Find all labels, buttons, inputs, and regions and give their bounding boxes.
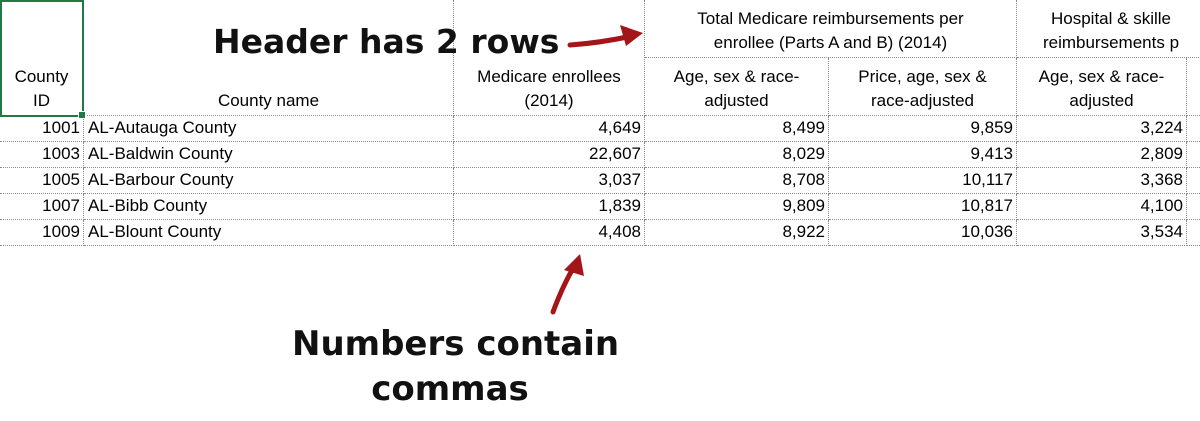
cell-enrollees[interactable]: 4,408 <box>454 220 645 246</box>
header-price-age-sex-race-adjusted[interactable]: Price, age, sex & race-adjusted <box>829 58 1017 116</box>
cell-county-id[interactable]: 1001 <box>0 116 84 142</box>
cell-price-adjusted[interactable]: 10,036 <box>829 220 1017 246</box>
cell-county-name[interactable]: AL-Autauga County <box>84 116 454 142</box>
cell-stub[interactable] <box>1187 168 1200 194</box>
header-group-hospital-reimbursements[interactable]: Hospital & skille reimbursements p <box>1017 0 1200 58</box>
header-g2s1-line1: Age, sex & race- <box>1038 67 1165 86</box>
header-medicare-enrollees[interactable]: Medicare enrollees (2014) <box>454 0 645 116</box>
cell-enrollees[interactable]: 3,037 <box>454 168 645 194</box>
header-group1-line2: enrollee (Parts A and B) (2014) <box>713 33 948 52</box>
header-enrollees-line2: (2014) <box>524 91 574 110</box>
cell-county-id[interactable]: 1005 <box>0 168 84 194</box>
header-group-total-reimbursements[interactable]: Total Medicare reimbursements per enroll… <box>645 0 1017 58</box>
header-g2s1-line2: adjusted <box>1069 91 1134 110</box>
cell-hospital-age-adjusted[interactable]: 4,100 <box>1017 194 1187 220</box>
cell-county-name[interactable]: AL-Baldwin County <box>84 142 454 168</box>
header-enrollees-line1: Medicare enrollees <box>477 67 621 86</box>
cell-price-adjusted[interactable]: 10,817 <box>829 194 1017 220</box>
cell-county-id[interactable]: 1009 <box>0 220 84 246</box>
cell-hospital-age-adjusted[interactable]: 3,224 <box>1017 116 1187 142</box>
header-group2-line2: reimbursements p <box>1042 33 1180 52</box>
header-county-name[interactable]: County name <box>84 0 454 116</box>
cell-county-id[interactable]: 1003 <box>0 142 84 168</box>
cell-price-adjusted[interactable]: 10,117 <box>829 168 1017 194</box>
header-county-id-line2: ID <box>33 91 50 110</box>
arrow-to-numbers-icon <box>550 254 584 315</box>
cell-county-name[interactable]: AL-Barbour County <box>84 168 454 194</box>
arrow-to-header-icon <box>567 25 643 48</box>
cell-county-id[interactable]: 1007 <box>0 194 84 220</box>
cell-hospital-age-adjusted[interactable]: 3,368 <box>1017 168 1187 194</box>
header-g1s2-line1: Price, age, sex & <box>858 67 987 86</box>
cell-stub[interactable] <box>1187 142 1200 168</box>
header-group1-line1: Total Medicare reimbursements per <box>697 9 964 28</box>
numbers-commas-annotation: Numbers contain commas <box>292 322 620 412</box>
header-g1s1-line2: adjusted <box>704 91 769 110</box>
cell-hospital-age-adjusted[interactable]: 3,534 <box>1017 220 1187 246</box>
cell-price-adjusted[interactable]: 9,859 <box>829 116 1017 142</box>
cell-age-adjusted[interactable]: 8,922 <box>645 220 829 246</box>
cell-county-name[interactable]: AL-Bibb County <box>84 194 454 220</box>
cell-enrollees[interactable]: 4,649 <box>454 116 645 142</box>
cell-enrollees[interactable]: 1,839 <box>454 194 645 220</box>
header-rows-annotation: Header has 2 rows <box>213 22 560 61</box>
cell-age-adjusted[interactable]: 8,499 <box>645 116 829 142</box>
cell-stub[interactable] <box>1187 220 1200 246</box>
cell-stub[interactable] <box>1187 194 1200 220</box>
header-hospital-age-sex-race-adjusted[interactable]: Age, sex & race- adjusted <box>1017 58 1187 116</box>
cell-age-adjusted[interactable]: 8,708 <box>645 168 829 194</box>
cell-age-adjusted[interactable]: 9,809 <box>645 194 829 220</box>
cell-county-name[interactable]: AL-Blount County <box>84 220 454 246</box>
cell-age-adjusted[interactable]: 8,029 <box>645 142 829 168</box>
numbers-annotation-line2: commas <box>371 369 529 409</box>
header-next-column-stub[interactable] <box>1187 58 1200 116</box>
header-group2-line1: Hospital & skille <box>1051 9 1171 28</box>
header-county-name-text: County name <box>217 91 320 110</box>
fill-handle[interactable] <box>78 111 86 119</box>
header-county-id-line1: County <box>14 67 69 86</box>
header-g1s1-line1: Age, sex & race- <box>673 67 800 86</box>
cell-price-adjusted[interactable]: 9,413 <box>829 142 1017 168</box>
header-g1s2-line2: race-adjusted <box>870 91 974 110</box>
cell-stub[interactable] <box>1187 116 1200 142</box>
cell-enrollees[interactable]: 22,607 <box>454 142 645 168</box>
numbers-annotation-line1: Numbers contain <box>292 324 620 364</box>
cell-hospital-age-adjusted[interactable]: 2,809 <box>1017 142 1187 168</box>
header-age-sex-race-adjusted[interactable]: Age, sex & race- adjusted <box>645 58 829 116</box>
